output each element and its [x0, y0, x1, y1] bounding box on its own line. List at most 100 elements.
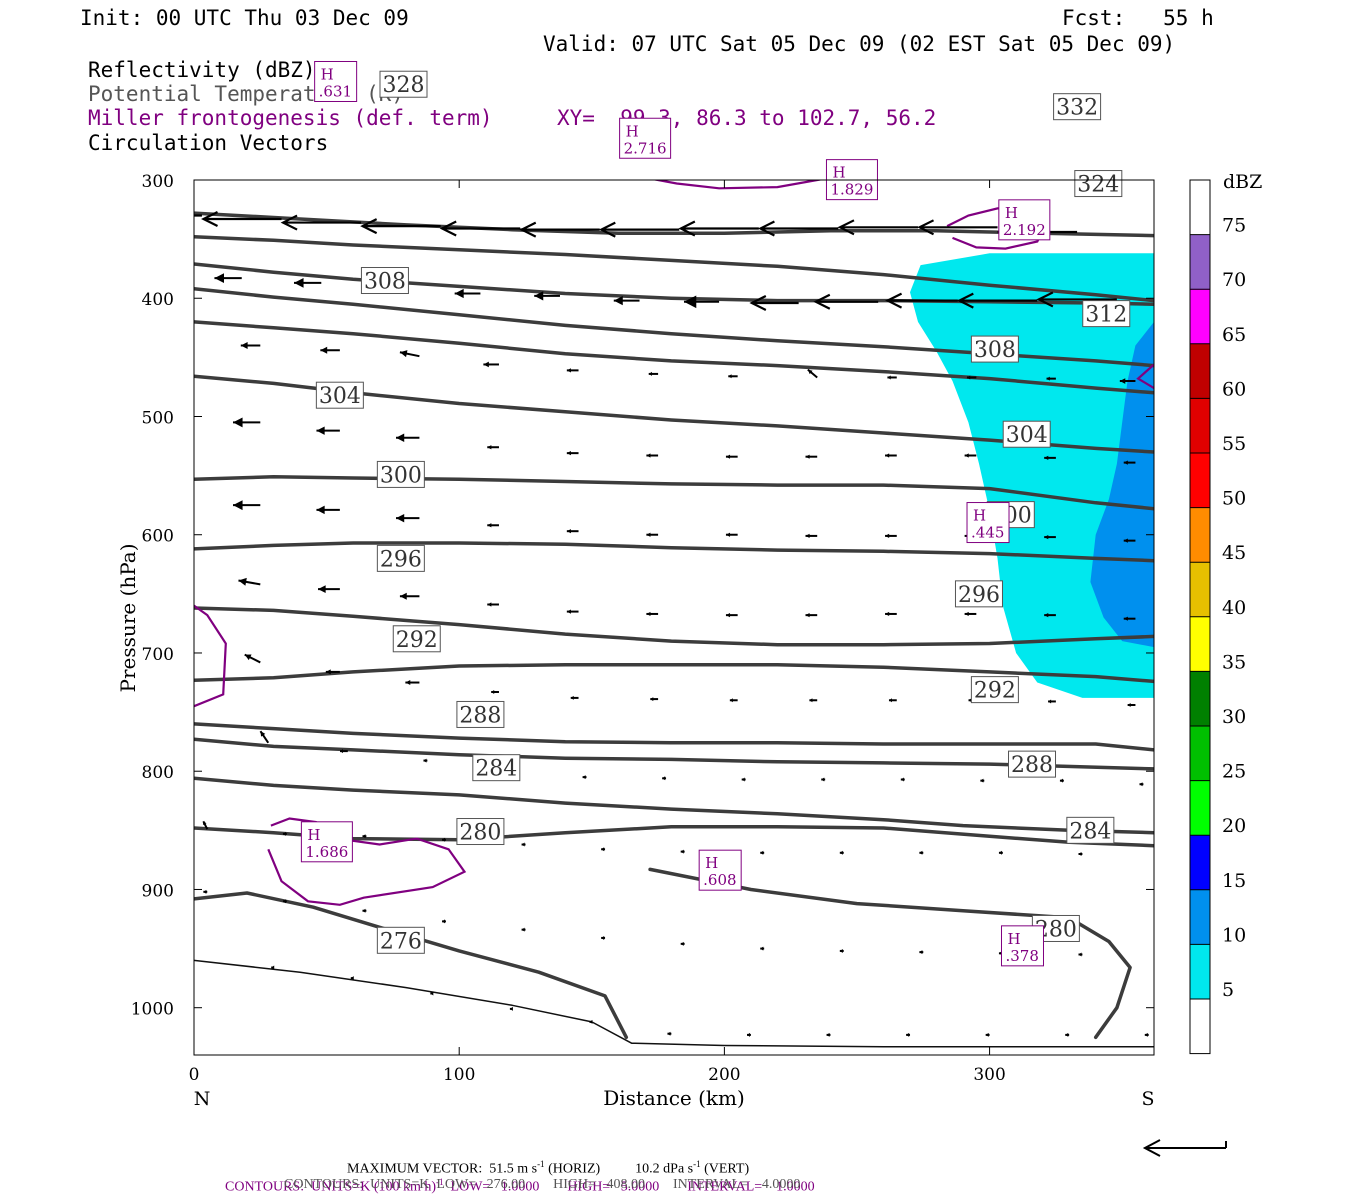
y-tick-label: 900 [142, 881, 174, 901]
circulation-vector [725, 613, 738, 618]
circulation-vector [956, 292, 1038, 309]
colorbar-swatch [1190, 944, 1210, 999]
circulation-vector [728, 374, 738, 379]
contours-fronto-text: CONTOURS: UNITS=K (100 km h) [225, 1179, 437, 1195]
circulation-vector [680, 941, 685, 946]
circulation-vector [662, 776, 667, 781]
circulation-vector [487, 602, 499, 607]
circulation-vector [729, 698, 738, 703]
circulation-vector [589, 1019, 593, 1024]
circulation-vector [1123, 616, 1136, 621]
circulation-vector [293, 277, 322, 288]
theta-label-288: 288 [459, 703, 501, 728]
theta-label-296: 296 [380, 547, 422, 572]
circulation-vector [399, 350, 420, 358]
colorbar-label: 5 [1222, 979, 1234, 1001]
circulation-vector [280, 214, 362, 231]
x-axis-label: Distance (km) [603, 1086, 745, 1110]
circulation-vector [1144, 1032, 1149, 1037]
theta-contour-320 [194, 287, 1154, 368]
circulation-vector [1046, 376, 1056, 381]
circulation-vector [998, 850, 1003, 855]
circulation-vector [423, 758, 428, 763]
theta-label-324-box [1074, 170, 1123, 198]
circulation-vector [749, 294, 799, 311]
contours-fronto-sup: -1 [436, 1177, 444, 1187]
circulation-vector [1123, 538, 1136, 543]
circulation-vector [1123, 460, 1136, 465]
colorbar-title: dBZ [1223, 171, 1262, 193]
theta-label-296-box [376, 544, 425, 572]
circulation-vector [839, 850, 844, 855]
circulation-vector [534, 291, 560, 301]
frontogenesis-max-box [966, 502, 1010, 544]
colorbar-swatch [1190, 398, 1210, 453]
theta-label-300: 300 [380, 463, 422, 488]
theta-label-276: 276 [380, 929, 422, 954]
circulation-vector [282, 831, 287, 836]
frontogenesis-max-value: 2.716 [624, 139, 667, 157]
frontogenesis-max-h: H [973, 507, 986, 525]
frontogenesis-max-box [619, 117, 672, 159]
y-tick-label: 1000 [131, 1000, 174, 1020]
x-tick-label: 0 [189, 1065, 200, 1085]
circulation-vector [888, 698, 897, 703]
y-tick-label: 800 [142, 763, 174, 783]
plot-frame [193, 179, 1155, 1056]
circulation-vector [885, 611, 897, 617]
colorbar-label: 15 [1222, 870, 1246, 892]
theta-label2-304: 304 [1006, 423, 1048, 448]
theta-label2-296: 296 [958, 583, 1000, 608]
circulation-vector [1078, 952, 1083, 957]
frontogenesis-max-h: H [705, 854, 718, 872]
circulation-vector [454, 288, 481, 299]
circulation-vector [203, 889, 208, 894]
theta-label2-292-box [970, 676, 1019, 704]
theta-contour-280b [648, 867, 1132, 1040]
circulation-vector [1044, 455, 1056, 460]
frontogenesis-max-h: H [626, 122, 639, 140]
theta-contour-304 [194, 541, 1154, 563]
theta-label-312: 312 [1085, 303, 1127, 328]
frontogenesis-contour [194, 604, 227, 708]
theta-contour-292 [194, 722, 1154, 752]
circulation-vector [271, 965, 275, 970]
circulation-vector [900, 777, 905, 782]
circulation-vector [430, 991, 434, 996]
frontogenesis-contour [651, 180, 824, 190]
circulation-vector [613, 295, 640, 306]
colorbar-label: 65 [1222, 324, 1246, 346]
circulation-vector [919, 950, 924, 955]
circulation-vector [648, 371, 659, 376]
theta-label-324: 324 [1077, 173, 1119, 198]
circulation-vector [646, 532, 659, 537]
circulation-vector [837, 219, 918, 236]
frontogenesis-max-value: .608 [703, 871, 736, 889]
circulation-vector [582, 775, 587, 780]
circulation-vector [805, 533, 818, 539]
circulation-vector [805, 454, 818, 459]
circulation-vector [521, 927, 526, 932]
circulation-vector [906, 1032, 911, 1037]
frontogenesis-max-box [1000, 925, 1044, 967]
circulation-vector [885, 292, 958, 309]
circulation-vector [202, 820, 209, 830]
colorbar-swatch [1190, 453, 1210, 508]
colorbar-label: 40 [1222, 597, 1246, 619]
field-vectors: Circulation Vectors [88, 131, 329, 155]
colorbar-label: 75 [1222, 215, 1246, 237]
theta-label-308: 308 [364, 270, 406, 295]
circulation-vector [885, 453, 897, 458]
frontogenesis-max-box [300, 821, 353, 863]
theta-label-292: 292 [396, 628, 438, 653]
circulation-vector [805, 613, 818, 618]
circulation-vector [646, 453, 659, 458]
circulation-vector [601, 935, 606, 940]
circulation-vector [194, 214, 202, 217]
max-vector-mid: (HORIZ) 10.2 dPa s [544, 1161, 694, 1177]
y-tick-label: 700 [142, 645, 174, 665]
circulation-vector [521, 842, 526, 847]
circulation-vector [318, 585, 340, 594]
y-tick-label: 400 [142, 290, 174, 310]
circulation-vector [487, 445, 499, 450]
